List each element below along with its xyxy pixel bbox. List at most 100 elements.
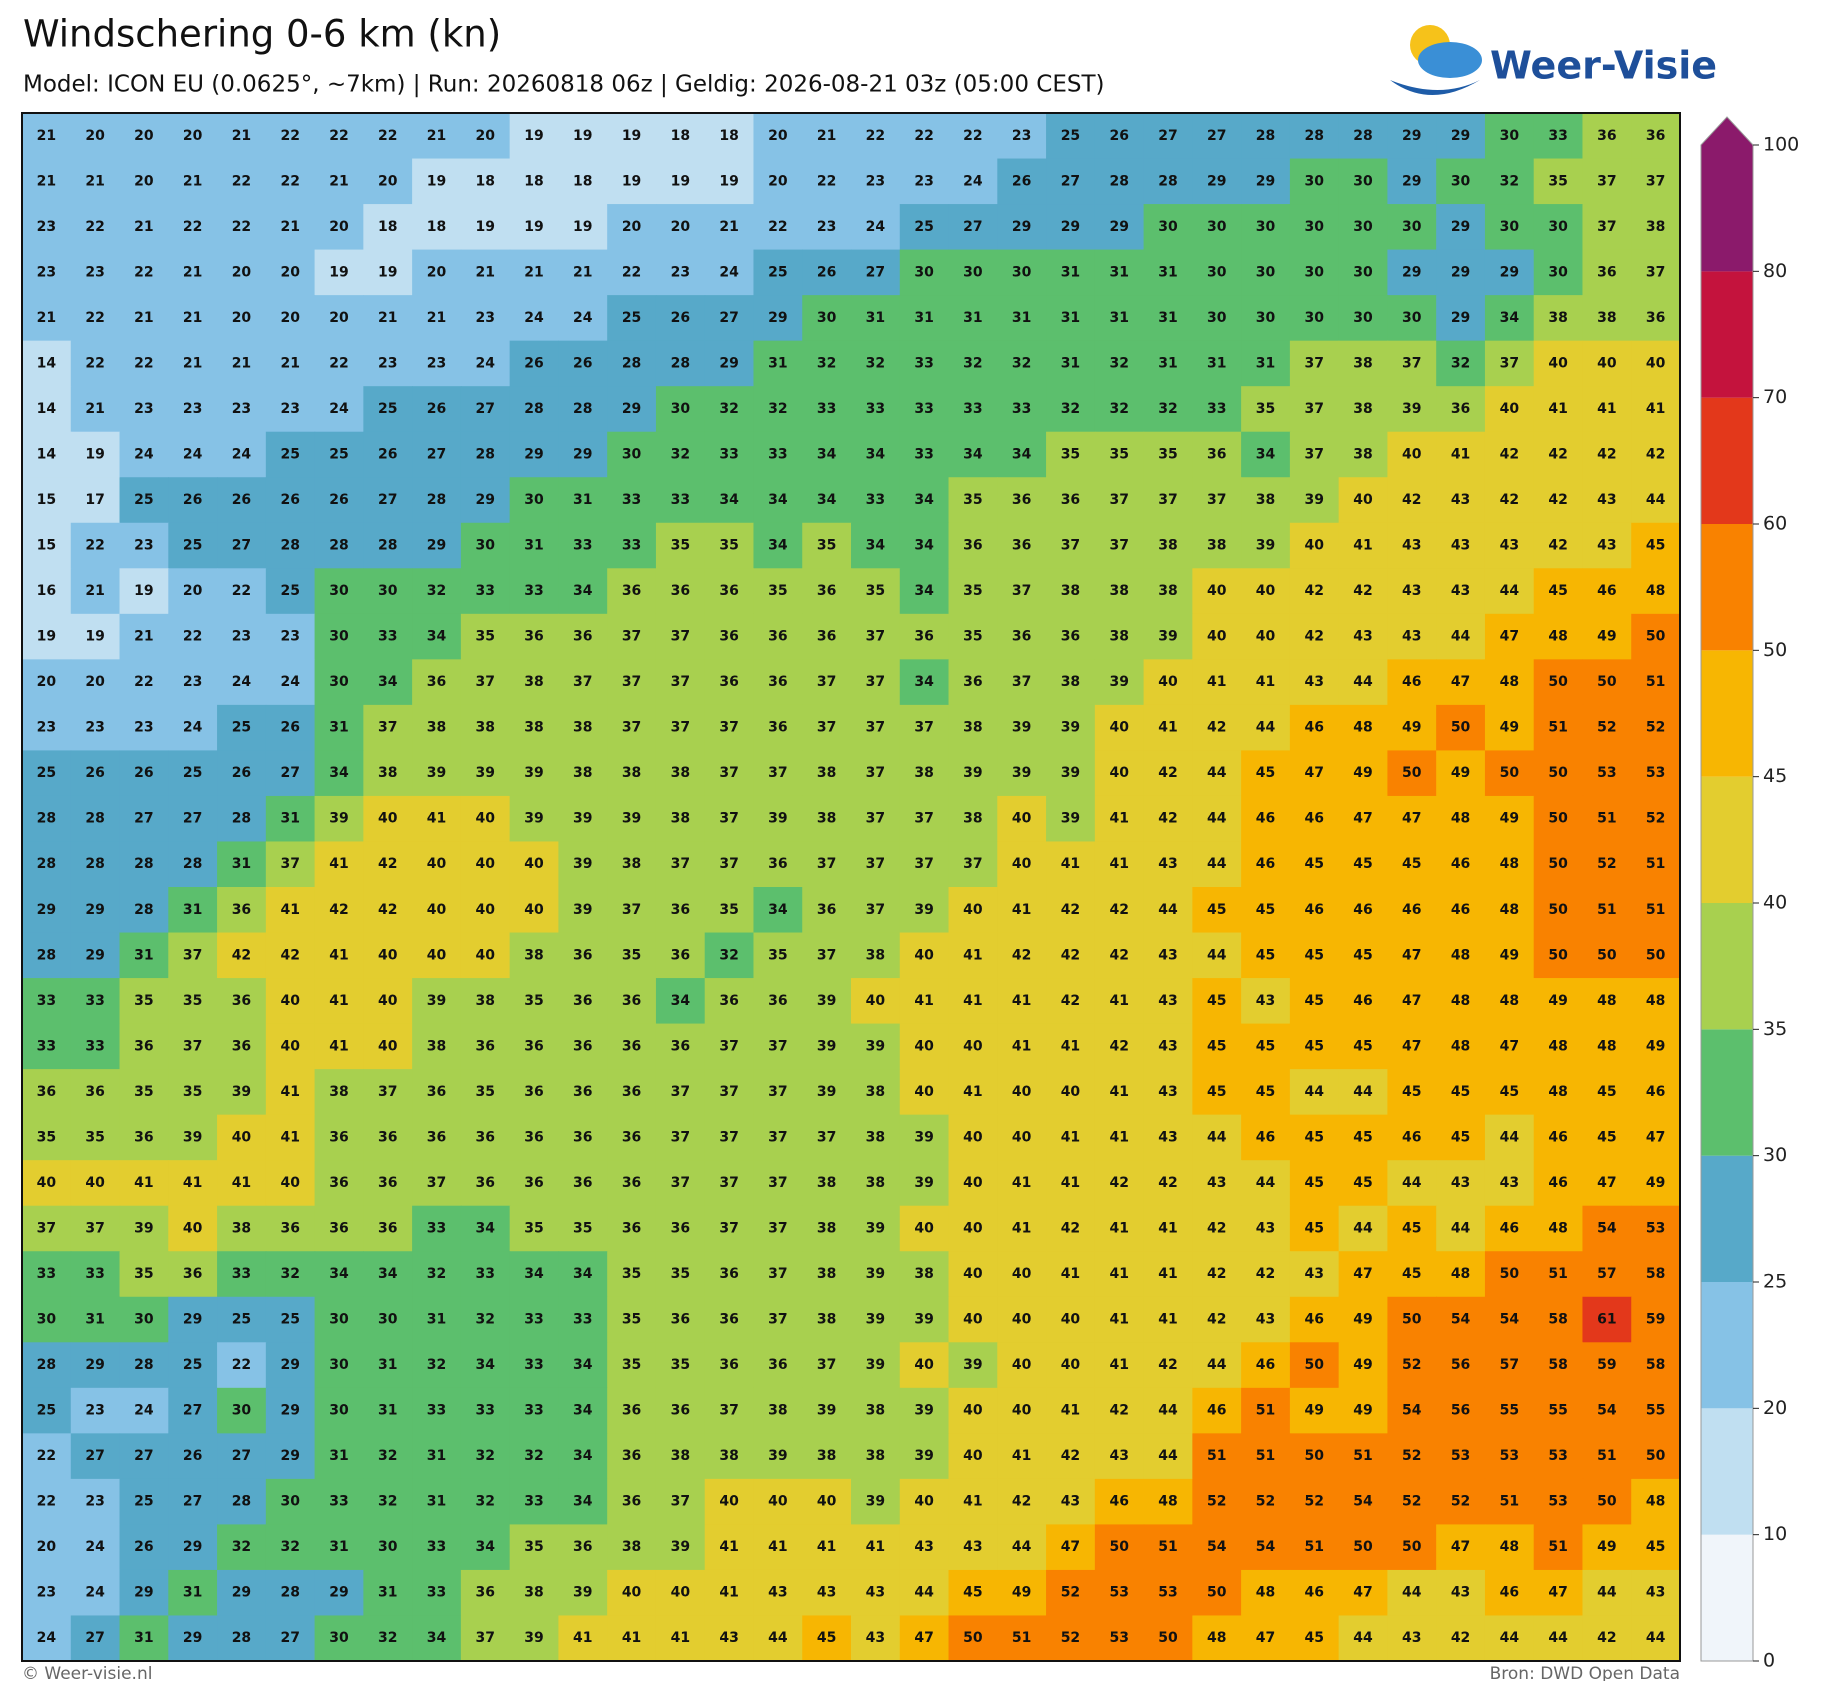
grid-value: 42 [1061, 1448, 1080, 1464]
grid-value: 43 [1256, 1220, 1275, 1236]
grid-cell [1631, 386, 1681, 433]
grid-value: 46 [1305, 811, 1324, 827]
grid-value: 44 [1451, 629, 1471, 645]
grid-value: 41 [1012, 902, 1031, 918]
grid-value: 19 [573, 128, 592, 144]
grid-value: 34 [378, 674, 398, 690]
grid-value: 30 [1207, 264, 1227, 280]
grid-value: 43 [963, 1539, 982, 1555]
grid-value: 37 [914, 811, 933, 827]
grid-value: 31 [427, 1312, 446, 1328]
grid-value: 21 [232, 355, 251, 371]
grid-cell [997, 795, 1047, 843]
grid-cell [119, 659, 169, 706]
grid-value: 40 [1256, 583, 1276, 599]
grid-cell [1289, 613, 1340, 660]
grid-cell [1436, 386, 1486, 433]
grid-value: 27 [183, 1403, 202, 1419]
grid-value: 53 [1548, 1448, 1567, 1464]
grid-cell [655, 568, 706, 615]
grid-value: 37 [1305, 355, 1324, 371]
grid-value: 27 [1207, 128, 1226, 144]
grid-cell [70, 568, 121, 615]
grid-cell [1387, 750, 1437, 797]
grid-value: 27 [427, 446, 446, 462]
grid-value: 41 [1548, 401, 1567, 417]
grid-cell [997, 477, 1047, 524]
grid-cell [655, 204, 706, 251]
grid-value: 42 [1061, 902, 1080, 918]
grid-value: 33 [232, 1266, 251, 1282]
grid-value: 31 [573, 492, 592, 508]
grid-cell [70, 158, 121, 205]
grid-cell [704, 522, 755, 569]
grid-value: 21 [524, 264, 543, 280]
grid-cell [119, 340, 169, 387]
grid-value: 27 [378, 492, 397, 508]
grid-value: 34 [817, 492, 837, 508]
grid-value: 38 [914, 1266, 933, 1282]
grid-value: 48 [1207, 1630, 1226, 1646]
grid-cell [1484, 750, 1535, 797]
grid-value: 52 [1597, 856, 1616, 872]
grid-value: 41 [134, 1175, 153, 1191]
grid-cell [1094, 477, 1145, 524]
grid-value: 33 [622, 492, 641, 508]
grid-value: 44 [1012, 1539, 1032, 1555]
grid-value: 45 [1256, 1038, 1275, 1054]
grid-value: 38 [524, 674, 543, 690]
grid-value: 47 [1451, 674, 1470, 690]
grid-cell [704, 750, 755, 797]
grid-value: 50 [1500, 765, 1520, 781]
grid-value: 37 [719, 811, 738, 827]
grid-cell [1046, 295, 1096, 342]
grid-cell [655, 340, 706, 387]
grid-cell [1094, 613, 1145, 660]
grid-value: 39 [524, 765, 543, 781]
grid-value: 35 [622, 1312, 641, 1328]
grid-value: 48 [1451, 1038, 1470, 1054]
grid-cell [1192, 204, 1242, 251]
grid-value: 40 [1109, 765, 1129, 781]
grid-value: 26 [1109, 128, 1128, 144]
grid-value: 28 [427, 492, 446, 508]
grid-value: 51 [1012, 1630, 1031, 1646]
grid-value: 34 [866, 538, 886, 554]
grid-value: 29 [622, 401, 641, 417]
grid-value: 44 [1646, 492, 1666, 508]
grid-cell [1338, 158, 1389, 205]
grid-cell [1289, 204, 1340, 251]
grid-cell [363, 340, 413, 387]
grid-value: 31 [427, 1494, 446, 1510]
grid-value: 55 [1548, 1403, 1567, 1419]
grid-value: 37 [671, 1129, 690, 1145]
grid-value: 34 [427, 1630, 447, 1646]
grid-value: 30 [1305, 264, 1325, 280]
grid-value: 40 [1012, 856, 1032, 872]
grid-value: 49 [1500, 720, 1519, 736]
grid-cell [1533, 750, 1584, 797]
grid-value: 32 [1451, 355, 1470, 371]
grid-cell [363, 568, 413, 615]
grid-value: 38 [914, 765, 933, 781]
grid-value: 40 [1012, 1312, 1032, 1328]
grid-value: 50 [1548, 902, 1568, 918]
grid-cell [22, 932, 72, 979]
grid-value: 37 [671, 1084, 690, 1100]
grid-value: 30 [232, 1403, 252, 1419]
grid-cell [314, 158, 364, 205]
grid-value: 33 [671, 492, 690, 508]
grid-cell [1533, 477, 1584, 524]
grid-value: 36 [622, 1448, 641, 1464]
grid-value: 44 [1207, 947, 1227, 963]
grid-value: 46 [1500, 1220, 1519, 1236]
grid-cell [168, 887, 218, 934]
grid-value: 44 [1353, 1220, 1373, 1236]
grid-cell [1484, 431, 1535, 478]
grid-cell [558, 431, 608, 478]
grid-cell [607, 795, 657, 843]
grid-cell [314, 704, 364, 752]
grid-cell [217, 932, 267, 979]
grid-value: 24 [866, 219, 886, 235]
grid-value: 35 [671, 538, 690, 554]
